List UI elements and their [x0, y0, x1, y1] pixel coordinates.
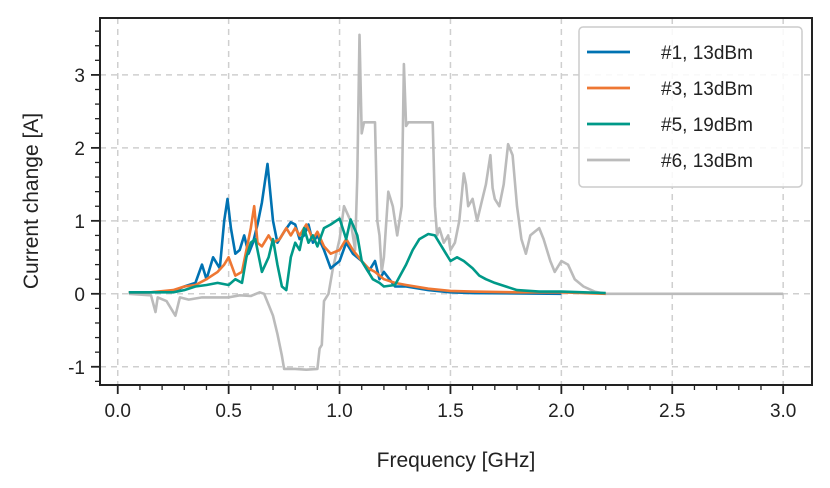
legend-label: #1, 13dBm: [661, 43, 753, 64]
legend: #1, 13dBm #3, 13dBm #5, 19dBm #6, 13dBm: [578, 26, 803, 188]
series-line-4: [128, 33, 784, 371]
y-tick-label: 2: [74, 139, 85, 160]
x-tick-label: 0.5: [215, 401, 241, 422]
y-tick-label: 3: [74, 66, 85, 87]
y-tick-label: -1: [68, 358, 85, 379]
plot-frame: [99, 17, 813, 386]
series-line-3: [128, 217, 606, 295]
x-axis-label: Frequency [GHz]: [377, 449, 536, 472]
legend-label: #3, 13dBm: [661, 79, 753, 100]
y-tick-label: 1: [74, 212, 85, 233]
series-line-1: [128, 162, 562, 296]
x-tick-label: 1.5: [437, 401, 463, 422]
x-tick-label: 2.0: [548, 401, 574, 422]
series-group: [128, 33, 784, 371]
x-tick-label: 0.0: [105, 401, 131, 422]
y-tick-label: 0: [74, 285, 85, 306]
legend-entries: #1, 13dBm #3, 13dBm #5, 19dBm #6, 13dBm: [587, 43, 753, 172]
legend-box: [578, 26, 803, 188]
ticks: 0.0 0.5 1.0 1.5 2.0 2.5 3.0 -1 0 1 2 3: [68, 30, 796, 422]
x-tick-label: 1.0: [326, 401, 352, 422]
legend-label: #5, 19dBm: [661, 115, 753, 136]
x-tick-label: 3.0: [770, 401, 796, 422]
y-axis-label: Current change [A]: [20, 113, 43, 289]
x-tick-label: 2.5: [659, 401, 685, 422]
legend-label: #6, 13dBm: [661, 151, 753, 172]
